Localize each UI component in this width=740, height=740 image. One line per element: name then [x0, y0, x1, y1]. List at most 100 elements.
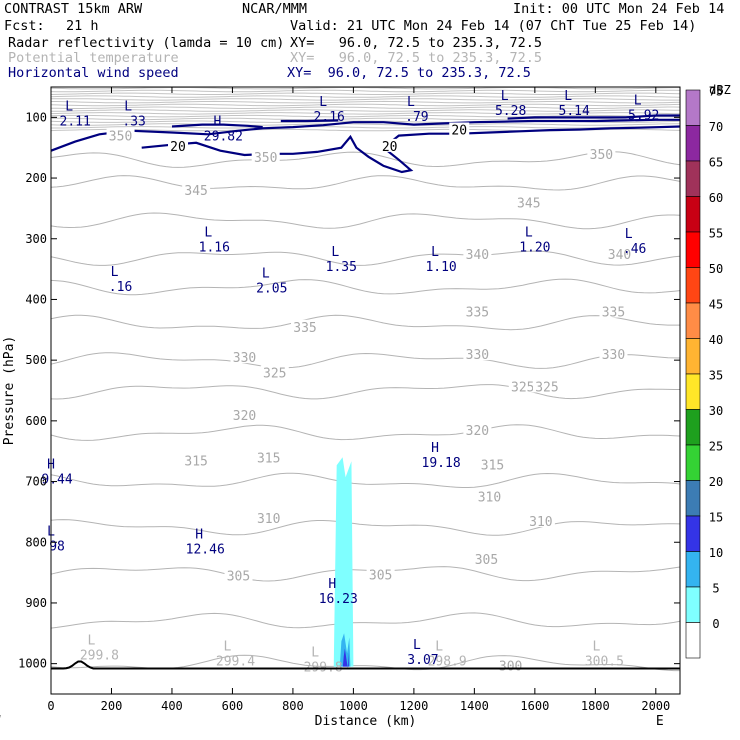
theta-contour-line: [50, 109, 681, 112]
colorbar-tick-label: 15: [709, 511, 723, 525]
wind-extremum-value: 5.28: [495, 104, 526, 119]
wind-extremum-marker: L: [262, 266, 270, 281]
theta-contour-label: 305: [369, 568, 392, 583]
plot-frame: [50, 86, 681, 695]
x-tick-label: 200: [101, 699, 123, 713]
wind-label-bg: [449, 122, 470, 136]
theta-contour-label: 330: [602, 348, 625, 363]
colorbar-tick-label: 35: [709, 369, 723, 383]
theta-label-bg: [366, 567, 395, 581]
theta-contour-line: [50, 114, 680, 118]
wind-contour-line: [171, 123, 263, 129]
theta-label-bg: [106, 128, 135, 142]
colorbar-tick-label: 20: [709, 475, 723, 489]
radar-cell-15dbz: [342, 648, 349, 669]
x-tick-label: 1000: [339, 699, 368, 713]
wind-label-bg: [168, 138, 189, 152]
x-tick-label: 1400: [460, 699, 489, 713]
theta-contour-line: [50, 212, 681, 230]
theta-label-bg: [599, 347, 628, 361]
theta-label-bg: [463, 304, 492, 318]
theta-label-bg: [587, 146, 616, 160]
theta-contour-line: [50, 352, 681, 369]
theta-contour-label: 345: [517, 196, 540, 211]
theta-contour-line: [50, 566, 681, 582]
theta-contour-lines: [50, 87, 681, 672]
theta-label-bg: [472, 552, 501, 566]
wind-extremum-value: 5.14: [559, 104, 590, 119]
theta-contour-label: 320: [466, 424, 489, 439]
theta-contour-label: 335: [602, 306, 625, 321]
theta-label-bg: [182, 453, 211, 467]
theta-contour-line: [50, 519, 681, 536]
colorbar-tick-label: 25: [709, 440, 723, 454]
wind-extremum-marker: H: [213, 115, 221, 130]
theta-contour-label: 350: [254, 151, 277, 166]
colorbar-swatch: [685, 89, 701, 126]
y-tick-label: 100: [25, 110, 47, 124]
theta-label-bg: [230, 350, 259, 364]
theta-contour-label: 345: [184, 184, 207, 199]
theta-contour-label: 330: [233, 351, 256, 366]
colorbar-swatch: [685, 125, 701, 162]
colorbar-swatch: [685, 515, 701, 552]
theta-contour-label: 315: [184, 454, 207, 469]
theta-label-bg: [605, 246, 634, 260]
field-xy-wind: XY= 96.0, 72.5 to 235.3, 72.5: [287, 65, 531, 81]
colorbar-tick-label: 55: [709, 227, 723, 241]
colorbar: dBZ 0 5 10 15 20 25 30 35 40 45 50 55 60 65 70 75: [685, 83, 731, 659]
theta-contour-label: 325: [263, 366, 286, 381]
wind-extremum-value: 29.82: [204, 130, 243, 145]
theta-contour-label: 315: [257, 451, 280, 466]
wind-contour-line: [280, 119, 339, 123]
colorbar-swatch: [685, 409, 701, 446]
colorbar-swatch: [685, 586, 701, 623]
theta-contour-label: 335: [466, 306, 489, 321]
theta-extremum-value: 300.5: [585, 655, 624, 670]
theta-contour-line: [50, 95, 681, 98]
wind-extremum-value: 1.20: [519, 241, 550, 256]
y-tick-label: 1000: [18, 657, 47, 671]
wind-extremum-value: 9.44: [41, 473, 72, 488]
theta-extremum-marker: L: [592, 640, 600, 655]
wind-extremum-value: 2.11: [60, 114, 91, 129]
init-time: Init: 00 UTC Mon 24 Feb 14: [513, 1, 725, 17]
theta-label-bg: [532, 379, 561, 393]
terrain-line: [51, 660, 680, 670]
wind-extremum-marker: L: [501, 89, 509, 104]
x-tick-label: 1800: [581, 699, 610, 713]
theta-contour-line: [50, 92, 681, 95]
wind-extremum-value: .79: [405, 110, 428, 125]
field-xy-reflectivity: XY= 96.0, 72.5 to 235.3, 72.5: [290, 35, 542, 51]
theta-contour-label: 325: [511, 380, 534, 395]
theta-extremum-value: 299.8: [80, 649, 119, 664]
y-tick-label: 600: [25, 414, 47, 428]
x-tick-label: 400: [161, 699, 183, 713]
theta-extremum-marker: L: [435, 640, 443, 655]
theta-contour-line: [50, 612, 681, 629]
colorbar-tick-label: 75: [709, 85, 723, 99]
theta-contour-label: 335: [293, 321, 316, 336]
model-name: CONTRAST 15km ARW: [4, 1, 143, 17]
wind-extremum-marker: L: [564, 89, 572, 104]
x-tick-label: 1200: [399, 699, 428, 713]
wind-contour-label: 20: [170, 140, 186, 155]
theta-contour-label: 320: [233, 409, 256, 424]
wind-extremum-value: .46: [623, 242, 646, 257]
colorbar-swatch: [685, 302, 701, 339]
theta-contour-label: 350: [109, 130, 132, 145]
wind-extremum-marker: L: [124, 99, 132, 114]
y-tick-label: 500: [25, 353, 47, 367]
field-name-reflectivity: Radar reflectivity (lamda = 10 cm): [8, 35, 285, 51]
radar-cell-10dbz: [339, 633, 351, 667]
x-tick-label: 2000: [641, 699, 670, 713]
theta-contour-label: 340: [466, 248, 489, 263]
theta-contour-line: [50, 103, 681, 107]
x-tick-label: 800: [282, 699, 304, 713]
theta-label-bg: [463, 246, 492, 260]
contour-labels: 345 345 350 350 350 340 340 335 335 335 330 330 330 3…: [41, 89, 659, 676]
theta-contour-label: 300: [499, 659, 522, 674]
theta-contour-line: [50, 175, 681, 191]
theta-contour-line: [50, 472, 681, 488]
wind-extremum-value: .16: [109, 280, 132, 295]
